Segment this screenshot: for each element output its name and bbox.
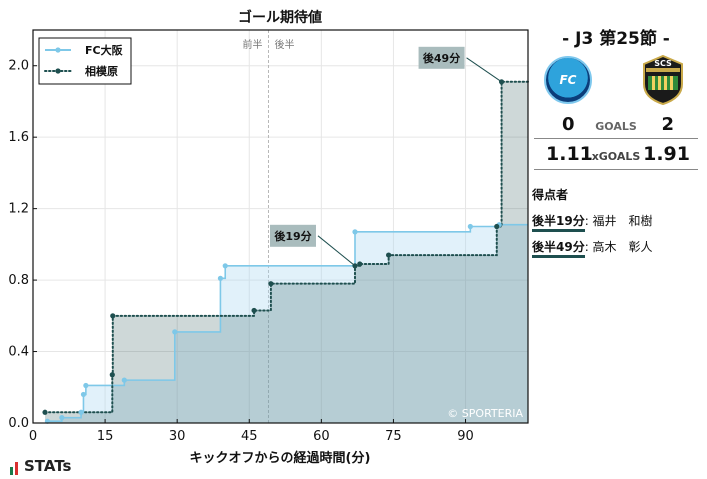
series-point [217, 275, 224, 281]
y-tick-label: 0.0 [8, 416, 29, 431]
series-line-1 [44, 80, 529, 414]
x-axis-label: キックオフからの経過時間(分) [190, 450, 371, 466]
away-team-logo: SCS [643, 54, 683, 106]
series-points [42, 79, 505, 424]
y-tick-label: 2.0 [8, 59, 29, 74]
x-tick-label: 60 [313, 429, 330, 444]
callout-leader [317, 235, 356, 267]
series-point [251, 307, 257, 314]
goal-callouts: 後19分 後49分 [269, 46, 502, 267]
series-areas [45, 81, 529, 424]
xgoals-row: 1.11 xGOALS 1.91 [534, 139, 698, 170]
scorers-title: 得点者 [532, 188, 569, 202]
x-tick-label: 75 [385, 429, 402, 444]
chart-title: ゴール期待値 [238, 9, 322, 26]
brand-mark-bar [10, 467, 13, 475]
legend-swatch-point [55, 47, 61, 53]
series-point [172, 329, 178, 335]
series-point [42, 409, 48, 415]
scorer-time: 後半19分 [532, 214, 585, 232]
series-point [352, 229, 358, 235]
scorer-item: 後半19分: 福井 和樹 [532, 212, 700, 232]
y-axis-ticks: 0.0 0.4 0.8 1.2 1.6 2.0 [8, 59, 37, 431]
series-point [494, 223, 500, 230]
y-tick-label: 0.8 [8, 273, 29, 288]
brand-mark-bar [15, 462, 18, 475]
team-logos: FC SCS [532, 52, 700, 114]
series-point [83, 382, 89, 389]
scorer-name: : 福井 和樹 [584, 214, 653, 228]
series-point [110, 313, 116, 319]
callout-label: 後49分 [423, 51, 460, 65]
stats-brand: STATs [10, 457, 71, 475]
series-point [80, 391, 87, 398]
legend-swatch-point [55, 68, 61, 74]
series-point [386, 252, 392, 258]
x-tick-label: 0 [29, 429, 37, 444]
series-point [109, 372, 115, 378]
goals-label: GOALS [595, 120, 637, 133]
home-goals: 0 [562, 114, 575, 135]
home-team-logo: FC [544, 56, 592, 104]
series-area-1 [45, 81, 529, 424]
x-tick-label: 45 [241, 429, 258, 444]
series-point [467, 223, 473, 230]
legend-label: FC大阪 [85, 43, 124, 57]
x-axis-ticks: 0 15 30 45 60 75 90 [29, 419, 474, 444]
xg-chart: ゴール期待値 前半 後半 0 15 30 45 60 75 90 0.0 0.4 0.8 1.2 1.… [8, 9, 529, 466]
y-tick-label: 0.4 [8, 345, 29, 360]
copyright-text: © SPORTERIA [447, 407, 523, 420]
series-point [121, 377, 127, 383]
scorer-item: 後半49分: 高木 彰人 [532, 238, 700, 258]
scorer-time: 後半49分 [532, 240, 585, 258]
x-tick-label: 30 [169, 429, 186, 444]
matchday-title: - J3 第25節 - [562, 29, 670, 49]
brand-text: STATs [24, 457, 72, 475]
away-xg: 1.91 [643, 143, 690, 165]
away-goals: 2 [661, 114, 674, 135]
second-half-label: 後半 [274, 38, 294, 51]
match-panel: - J3 第25節 - FC SCS 0 GOALS 2 1.11 xGOALS… [532, 26, 700, 258]
callout-box [269, 224, 316, 247]
xg-label: xGOALS [591, 150, 641, 163]
callout-box [418, 46, 465, 69]
legend-box [38, 37, 132, 85]
series-point [222, 263, 228, 269]
goals-row: 0 GOALS 2 [534, 114, 698, 139]
first-half-label: 前半 [242, 38, 262, 51]
series-point [78, 409, 84, 415]
series-point [268, 281, 274, 287]
away-logo-text: SCS [654, 59, 672, 68]
halftime-marker: 前半 後半 [242, 30, 294, 423]
callout-label: 後19分 [274, 229, 311, 243]
legend-label: 相模原 [85, 64, 118, 78]
home-xg: 1.11 [546, 143, 593, 165]
series-area-0 [47, 224, 528, 423]
y-tick-label: 1.2 [8, 202, 29, 217]
plot-frame [32, 29, 529, 424]
y-tick-label: 1.6 [8, 130, 29, 145]
callout-leader [466, 57, 502, 83]
series-point [59, 415, 65, 421]
x-tick-label: 15 [97, 429, 114, 444]
x-tick-label: 90 [457, 429, 474, 444]
series-point [357, 261, 363, 267]
scorer-name: : 高木 彰人 [584, 240, 653, 254]
